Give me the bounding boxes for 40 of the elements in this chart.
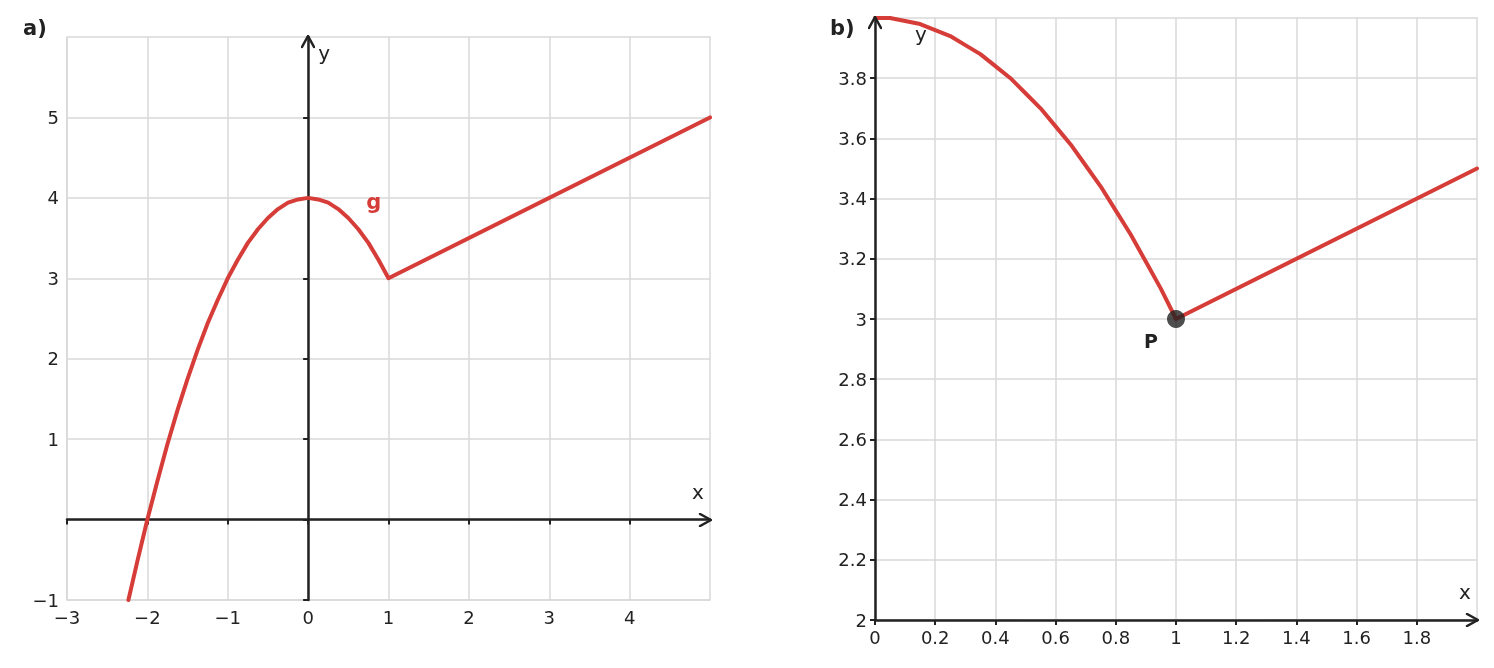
- y-tick-label: 2.8: [838, 368, 867, 390]
- x-tick-label: 0: [869, 626, 881, 648]
- y-tick-label: 3.2: [838, 248, 867, 270]
- y-tick-label: 3.8: [838, 67, 867, 89]
- y-tick-label: 3.6: [838, 127, 867, 149]
- y-tick-label: 2: [47, 348, 59, 370]
- x-tick-label: 3: [543, 606, 555, 628]
- x-tick-label: 0.8: [1101, 626, 1131, 648]
- y-tick-label: 5: [47, 106, 59, 128]
- x-tick-label: 4: [623, 606, 636, 628]
- x-tick-label: 1.6: [1342, 626, 1371, 648]
- y-tick-label: 2.6: [838, 428, 867, 450]
- x-axis-title: x: [692, 479, 704, 504]
- line-series: [126, 115, 712, 602]
- x-tick-label: 0.4: [981, 626, 1010, 648]
- y-tick-label: 3.4: [838, 188, 867, 210]
- annotation: P: [1144, 329, 1158, 352]
- x-tick-label: −2: [134, 606, 161, 628]
- y-tick-label: 4: [47, 187, 59, 209]
- chart-title: a): [23, 15, 47, 40]
- x-tick-label: 0.2: [920, 626, 950, 648]
- x-tick-label: 1: [1170, 626, 1182, 648]
- y-axis-title: y: [318, 41, 331, 65]
- x-tick-label: 1.8: [1402, 626, 1432, 648]
- y-tick-label: 2.4: [838, 489, 867, 511]
- y-tick-label: 3: [855, 308, 867, 330]
- chart-title: b): [830, 15, 855, 40]
- y-tick-label: 1: [47, 428, 59, 450]
- x-tick-label: 1.2: [1221, 626, 1251, 648]
- y-tick-label: 2.2: [838, 549, 867, 571]
- y-tick-label: 3: [47, 267, 59, 289]
- y-axis-title: y: [915, 22, 927, 46]
- series-label: g: [366, 190, 382, 215]
- x-tick-label: 0: [302, 606, 314, 628]
- x-tick-label: 1: [382, 606, 395, 628]
- x-tick-label: 2: [463, 606, 475, 628]
- x-tick-label: −1: [214, 606, 242, 628]
- x-tick-label: 1.4: [1282, 626, 1311, 648]
- x-axis-title: x: [1459, 580, 1471, 604]
- x-tick-label: 0.6: [1041, 626, 1070, 648]
